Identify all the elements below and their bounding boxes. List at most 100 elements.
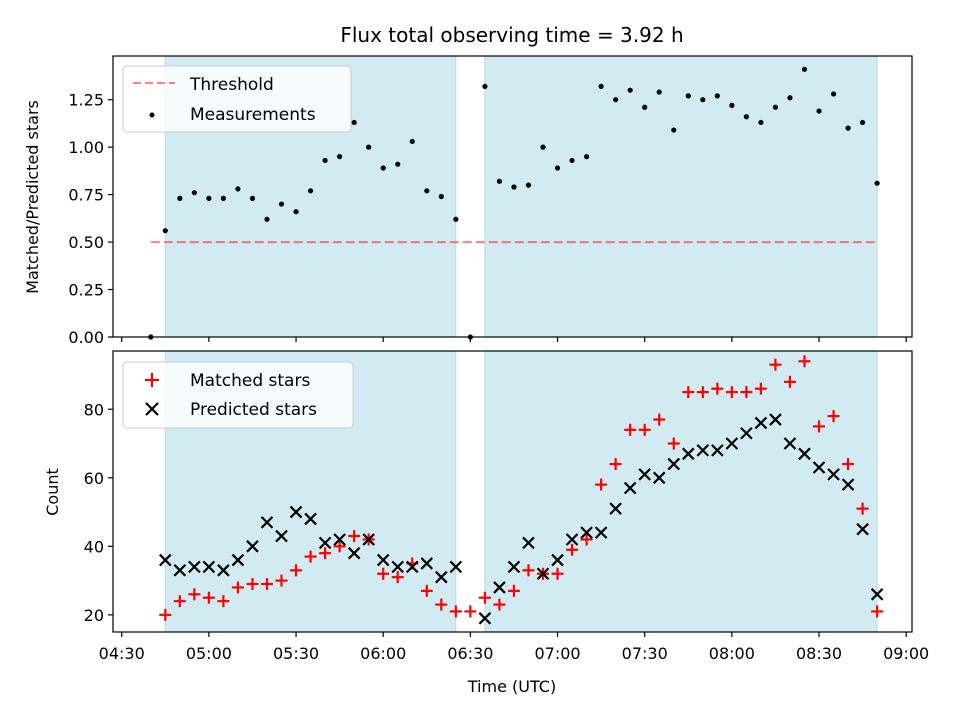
measurement-point — [366, 144, 372, 150]
top-y-tick-label: 1.25 — [68, 91, 104, 110]
predicted-star-point — [318, 536, 332, 550]
matched-star-point — [478, 591, 491, 604]
matched-star-point — [754, 382, 767, 395]
predicted-star-point — [188, 560, 201, 574]
predicted-star-point — [333, 533, 346, 546]
top-y-tick-label: 0.75 — [68, 186, 104, 205]
predicted-star-point — [652, 471, 666, 485]
matched-star-point — [740, 386, 753, 399]
predicted-star-point — [725, 437, 739, 450]
predicted-star-point — [478, 612, 492, 625]
predicted-star-point — [856, 522, 869, 536]
matched-star-point — [667, 437, 680, 450]
measurement-point — [264, 216, 270, 222]
measurement-point — [758, 119, 764, 126]
predicted-star-point — [754, 416, 768, 430]
predicted-star-point — [841, 478, 855, 491]
predicted-star-point — [347, 546, 361, 560]
matched-star-point — [609, 458, 622, 471]
legend-matched-swatch — [145, 373, 159, 387]
measurement-point — [656, 89, 662, 95]
predicted-star-point — [231, 553, 245, 567]
matched-star-point — [435, 598, 448, 611]
matched-stars-series — [159, 355, 884, 621]
matched-star-point — [348, 530, 361, 543]
matched-star-point — [449, 605, 462, 618]
measurement-point — [453, 216, 459, 222]
predicted-star-point — [594, 526, 608, 539]
predicted-star-point — [870, 588, 884, 601]
bottom-y-axis: 20 40 60 80 — [84, 400, 113, 625]
predicted-star-point — [159, 553, 172, 567]
legend-predicted-swatch — [145, 402, 159, 416]
predicted-star-point — [507, 560, 521, 574]
top-y-axis-label: Matched/Predicted stars — [23, 100, 42, 294]
predicted-star-point — [362, 533, 375, 546]
matched-star-point — [275, 574, 288, 587]
bottom-x-tick-label: 06:00 — [360, 644, 406, 663]
predicted-star-point — [711, 444, 724, 457]
matched-star-point — [551, 567, 564, 580]
matched-star-point — [871, 605, 884, 618]
bottom-x-tick-label: 07:00 — [534, 644, 580, 663]
top-y-tick-label: 0.25 — [68, 281, 104, 300]
shaded-interval — [484, 55, 878, 338]
predicted-star-point — [696, 444, 710, 457]
measurement-point — [540, 144, 546, 150]
matched-star-point — [682, 386, 695, 399]
top-legend: Threshold Measurements — [122, 65, 352, 133]
measurement-point — [424, 188, 430, 194]
predicted-star-point — [667, 457, 681, 471]
measurement-point — [598, 83, 604, 89]
bottom-x-tick-label: 06:30 — [447, 644, 493, 663]
measurement-point — [409, 138, 415, 145]
predicted-star-point — [580, 526, 593, 539]
bottom-legend-box — [122, 361, 354, 429]
bottom-legend: Matched stars Predicted stars — [122, 361, 354, 429]
matched-star-point — [638, 423, 651, 436]
measurement-point — [293, 209, 299, 215]
matched-star-point — [173, 595, 186, 608]
predicted-stars-series — [159, 413, 884, 625]
figure-title: Flux total observing time = 3.92 h — [340, 23, 683, 47]
matched-star-point — [624, 423, 637, 436]
measurement-point — [337, 154, 343, 160]
measurement-point — [554, 165, 561, 171]
predicted-star-point — [304, 512, 317, 526]
measurement-point — [830, 91, 837, 97]
measurement-point — [307, 188, 314, 194]
predicted-star-point — [289, 505, 303, 519]
measurement-point — [642, 104, 648, 110]
measurement-point — [845, 125, 851, 131]
bottom-x-axis: 04:30 05:00 05:30 06:00 06:30 07:00 07:30 08:00… — [99, 632, 929, 663]
predicted-star-point — [827, 468, 840, 481]
measurement-point — [729, 102, 735, 108]
bottom-y-axis-label: Count — [43, 468, 62, 516]
predicted-star-point — [565, 533, 579, 546]
predicted-star-point — [623, 481, 637, 495]
top-y-axis: 0.00 0.25 0.50 0.75 1.00 1.25 — [68, 91, 113, 347]
matched-star-point — [827, 410, 840, 423]
measurement-point — [613, 97, 619, 103]
top-panel: 0.00 0.25 0.50 0.75 1.00 1.25 Matched/Predict… — [23, 55, 913, 347]
measurement-point — [685, 93, 691, 99]
measurement-point — [249, 195, 256, 201]
matched-star-point — [304, 550, 317, 563]
measurement-point — [874, 180, 880, 186]
matched-star-point — [333, 540, 346, 553]
measurement-point — [700, 97, 706, 103]
predicted-star-point — [551, 553, 564, 567]
measurement-point — [351, 119, 357, 126]
matched-star-point — [420, 584, 433, 597]
predicted-star-point — [217, 564, 230, 577]
matched-star-point — [202, 591, 215, 604]
matched-star-point — [595, 478, 608, 491]
legend-predicted-label: Predicted stars — [190, 400, 317, 420]
legend-threshold-label: Threshold — [189, 75, 274, 95]
predicted-star-point — [435, 570, 448, 584]
bottom-y-tick-label: 60 — [84, 469, 104, 488]
matched-star-point — [319, 547, 332, 560]
bottom-x-tick-label: 08:00 — [709, 644, 755, 663]
measurement-point — [482, 83, 488, 89]
